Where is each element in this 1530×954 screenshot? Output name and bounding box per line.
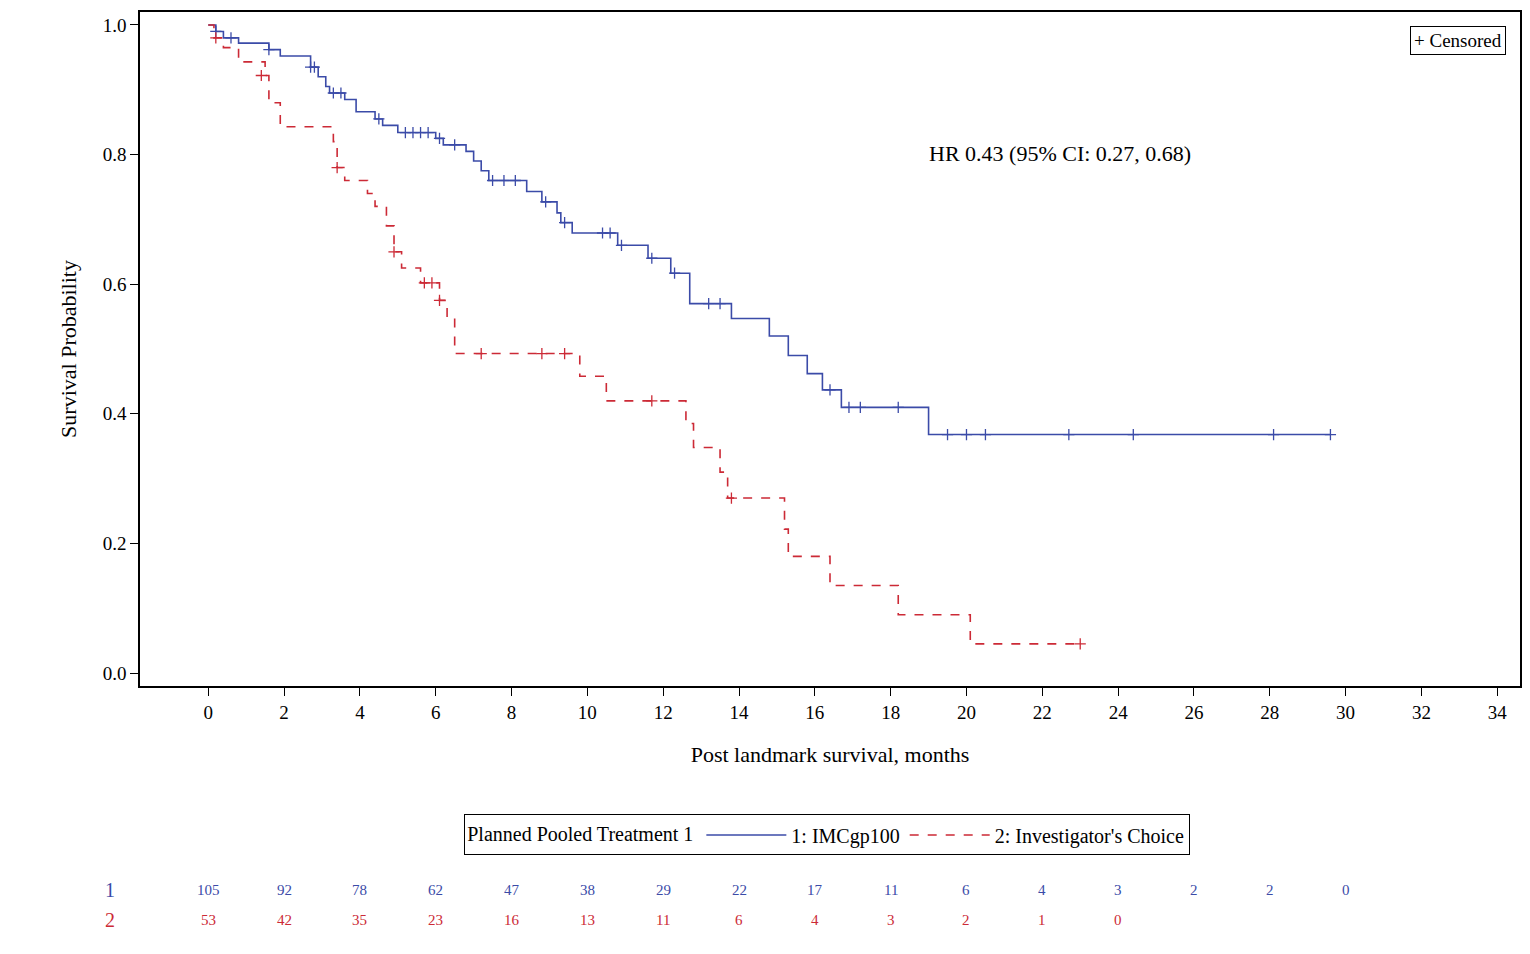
svg-text:1: 1 — [1038, 912, 1046, 928]
svg-text:3: 3 — [887, 912, 895, 928]
svg-text:2: 2 — [1190, 882, 1198, 898]
svg-text:8: 8 — [507, 702, 517, 723]
svg-text:30: 30 — [1336, 702, 1355, 723]
svg-text:0.2: 0.2 — [103, 533, 127, 554]
svg-text:20: 20 — [957, 702, 976, 723]
svg-text:2: 2 — [105, 909, 115, 931]
svg-text:11: 11 — [656, 912, 670, 928]
svg-text:11: 11 — [884, 882, 898, 898]
svg-text:35: 35 — [352, 912, 367, 928]
svg-text:16: 16 — [504, 912, 520, 928]
svg-text:13: 13 — [580, 912, 595, 928]
svg-text:1: 1 — [105, 879, 115, 901]
svg-text:1: IMCgp100: 1: IMCgp100 — [791, 825, 899, 848]
svg-text:17: 17 — [807, 882, 823, 898]
svg-text:Post landmark survival, months: Post landmark survival, months — [691, 742, 970, 767]
svg-text:24: 24 — [1109, 702, 1129, 723]
svg-text:16: 16 — [805, 702, 824, 723]
svg-text:78: 78 — [352, 882, 367, 898]
svg-text:53: 53 — [201, 912, 216, 928]
svg-text:1.0: 1.0 — [103, 15, 127, 36]
svg-text:18: 18 — [881, 702, 900, 723]
svg-text:4: 4 — [811, 912, 819, 928]
svg-text:0.4: 0.4 — [103, 403, 127, 424]
svg-text:38: 38 — [580, 882, 595, 898]
svg-text:105: 105 — [197, 882, 220, 898]
svg-text:0.8: 0.8 — [103, 144, 127, 165]
svg-text:47: 47 — [504, 882, 520, 898]
svg-text:32: 32 — [1412, 702, 1431, 723]
svg-text:0.0: 0.0 — [103, 663, 127, 684]
svg-text:2: 2 — [962, 912, 970, 928]
svg-text:0: 0 — [1342, 882, 1350, 898]
svg-text:4: 4 — [355, 702, 365, 723]
svg-text:34: 34 — [1488, 702, 1508, 723]
svg-text:12: 12 — [654, 702, 673, 723]
svg-text:22: 22 — [1033, 702, 1052, 723]
svg-text:HR 0.43 (95% CI: 0.27, 0.68): HR 0.43 (95% CI: 0.27, 0.68) — [929, 141, 1191, 166]
svg-text:0: 0 — [1114, 912, 1122, 928]
svg-text:42: 42 — [277, 912, 292, 928]
svg-text:10: 10 — [578, 702, 597, 723]
svg-text:0.6: 0.6 — [103, 274, 127, 295]
svg-text:28: 28 — [1260, 702, 1279, 723]
svg-text:26: 26 — [1184, 702, 1203, 723]
svg-text:2: 2 — [1266, 882, 1274, 898]
svg-text:29: 29 — [656, 882, 671, 898]
svg-text:2: 2 — [279, 702, 289, 723]
svg-text:92: 92 — [277, 882, 292, 898]
svg-text:Survival Probability: Survival Probability — [56, 260, 81, 438]
svg-text:2: Investigator's Choice: 2: Investigator's Choice — [995, 825, 1184, 848]
svg-text:6: 6 — [962, 882, 970, 898]
svg-text:6: 6 — [431, 702, 441, 723]
svg-text:3: 3 — [1114, 882, 1122, 898]
svg-text:6: 6 — [735, 912, 743, 928]
svg-text:4: 4 — [1038, 882, 1046, 898]
svg-text:23: 23 — [428, 912, 443, 928]
svg-text:22: 22 — [732, 882, 747, 898]
svg-text:62: 62 — [428, 882, 443, 898]
svg-text:0: 0 — [203, 702, 213, 723]
svg-text:14: 14 — [730, 702, 750, 723]
svg-text:Planned Pooled Treatment 1: Planned Pooled Treatment 1 — [467, 823, 693, 845]
svg-text:+ Censored: + Censored — [1414, 30, 1502, 51]
